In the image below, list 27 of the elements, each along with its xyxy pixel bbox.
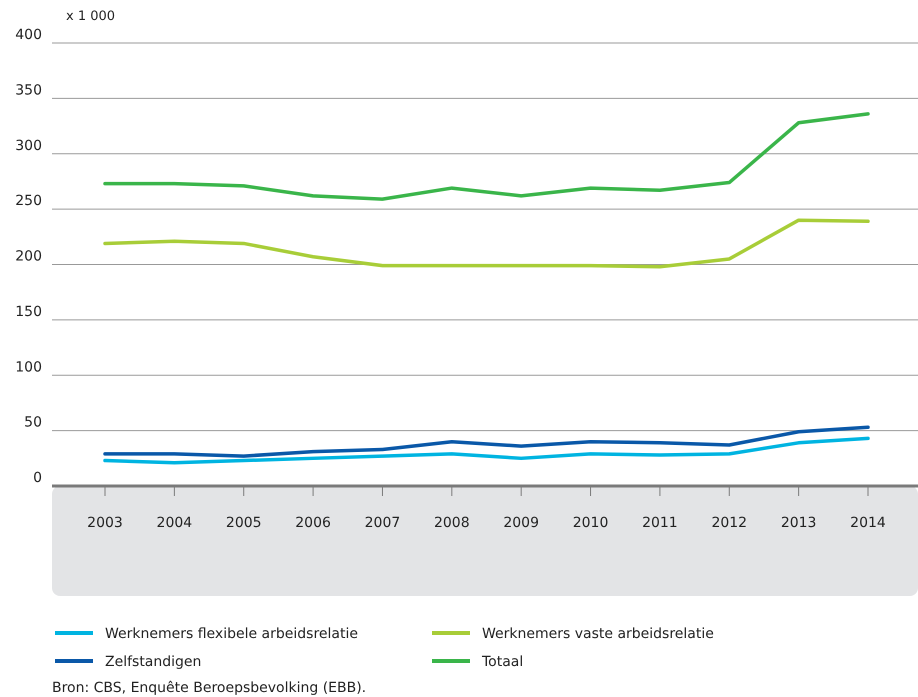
y-tick-label: 300 [15,138,42,154]
x-tick-label: 2010 [572,515,608,531]
y-tick-label: 150 [15,304,42,320]
y-tick-label: 100 [15,359,42,376]
x-tick-label: 2013 [780,515,816,531]
x-tick-label: 2005 [226,515,262,531]
y-tick-label: 400 [15,27,42,43]
x-tick-label: 2008 [434,515,470,531]
y-tick-label: 50 [24,414,42,431]
y-tick-label: 250 [15,193,42,210]
y-axis-title: x 1 000 [66,9,116,24]
x-tick-label: 2009 [503,515,539,531]
y-tick-label: 0 [33,470,42,486]
legend-label: Zelfstandigen [105,654,202,670]
x-tick-label: 2012 [711,515,748,531]
legend-label: Werknemers flexibele arbeidsrelatie [105,626,358,642]
y-tick-label: 350 [15,82,42,98]
x-tick-label: 2004 [156,515,192,531]
legend-label: Totaal [481,654,524,670]
x-tick-label: 2003 [87,515,123,531]
x-tick-label: 2014 [850,515,886,531]
x-tick-label: 2007 [364,515,400,531]
x-tick-label: 2011 [642,515,678,531]
legend-label: Werknemers vaste arbeidsrelatie [482,626,714,642]
x-tick-label: 2006 [295,515,331,531]
y-tick-label: 200 [15,248,42,264]
text: Bron: CBS, Enquête Beroepsbevolking (EBB). [52,680,366,696]
